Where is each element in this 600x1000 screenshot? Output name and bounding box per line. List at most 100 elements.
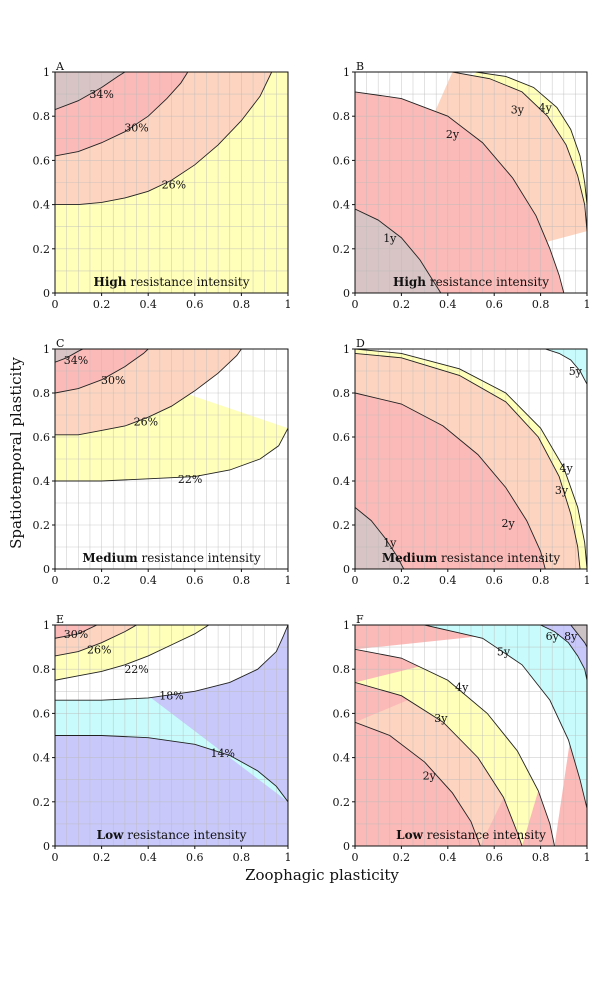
panel-frame xyxy=(54,624,289,847)
contour-label: 4y xyxy=(560,462,574,475)
contour-label: 3y xyxy=(555,484,569,497)
contour-line-30% xyxy=(55,625,98,639)
y-tick-label: 0.2 xyxy=(33,243,51,256)
x-tick-label: 0.6 xyxy=(485,851,503,864)
y-tick-label: 0.4 xyxy=(333,752,351,765)
intensity-level: Low xyxy=(97,828,124,842)
contour-line-26% xyxy=(55,72,273,206)
contour-lines xyxy=(355,349,587,569)
contour-line-34% xyxy=(55,349,84,363)
y-tick-label: 0.8 xyxy=(33,387,51,400)
x-tick-label: 0.8 xyxy=(233,298,251,311)
contour-line-3y xyxy=(452,72,587,232)
contour-lines xyxy=(55,349,288,482)
x-tick-label: 0.6 xyxy=(186,574,204,587)
x-tick-label: 0.2 xyxy=(93,851,111,864)
contour-line-5y xyxy=(545,349,587,385)
intensity-label: Low resistance intensity xyxy=(396,828,546,842)
contour-line-4y xyxy=(475,72,587,205)
x-tick-label: 0 xyxy=(52,574,59,587)
contour-line-2y xyxy=(355,392,546,569)
contour-label: 4y xyxy=(455,681,469,694)
contour-lines xyxy=(55,72,273,206)
contour-line-4y xyxy=(355,349,587,569)
contour-label: 26% xyxy=(162,179,186,192)
contour-line-1y xyxy=(355,507,405,569)
panel-frame xyxy=(354,624,588,847)
y-tick-label: 0.4 xyxy=(33,752,51,765)
y-tick-label: 0.8 xyxy=(333,663,351,676)
x-tick-label: 0.2 xyxy=(393,574,411,587)
y-tick-label: 0.8 xyxy=(333,387,351,400)
intensity-level: High xyxy=(94,275,127,289)
contour-line-22% xyxy=(55,625,210,681)
grid-lines xyxy=(355,72,587,293)
y-tick-label: 1 xyxy=(43,66,50,79)
contour-label: 4y xyxy=(539,101,553,114)
x-tick-label: 0 xyxy=(52,298,59,311)
x-tick-label: 1 xyxy=(584,574,591,587)
contour-label: 2y xyxy=(446,128,460,141)
contour-line-14% xyxy=(55,735,288,803)
y-tick-label: 1 xyxy=(343,619,350,632)
intensity-suffix: resistance intensity xyxy=(437,551,560,565)
y-tick-label: 0.6 xyxy=(33,707,51,720)
x-tick-label: 0.6 xyxy=(485,298,503,311)
y-tick-label: 0.6 xyxy=(333,154,351,167)
contour-label: 5y xyxy=(569,365,583,378)
panel-letter: C xyxy=(56,337,64,350)
contour-lines xyxy=(55,625,288,803)
y-tick-label: 0 xyxy=(43,563,50,576)
x-tick-label: 1 xyxy=(285,298,292,311)
y-tick-label: 0.6 xyxy=(33,431,51,444)
contour-line-4y xyxy=(355,648,555,846)
contour-line-18% xyxy=(55,625,288,701)
intensity-suffix: resistance intensity xyxy=(123,828,246,842)
contour-label: 22% xyxy=(124,663,148,676)
panel-frame xyxy=(54,348,289,570)
contour-label: 3y xyxy=(511,104,525,117)
contour-line-26% xyxy=(55,349,242,436)
intensity-label: High resistance intensity xyxy=(393,275,549,289)
y-tick-label: 0.8 xyxy=(33,663,51,676)
y-tick-label: 0 xyxy=(343,563,350,576)
contour-label: 22% xyxy=(178,473,202,486)
intensity-label: Medium resistance intensity xyxy=(382,551,560,565)
contour-label: 26% xyxy=(134,416,158,429)
contour-line-30% xyxy=(55,72,189,157)
grid-lines xyxy=(55,72,288,293)
intensity-suffix: resistance intensity xyxy=(423,828,546,842)
contour-label: 5y xyxy=(497,646,511,659)
y-tick-label: 0.4 xyxy=(33,199,51,212)
panel-e: 14% 18% 22% 26% 30% 0 0.2 0.4 0.6 0.8 1 0 0.2 0.4 0.6 0… xyxy=(33,613,292,864)
contour-label: 18% xyxy=(159,690,183,703)
contour-line-8y xyxy=(570,625,587,648)
x-tick-label: 1 xyxy=(285,851,292,864)
x-tick-label: 0.6 xyxy=(186,298,204,311)
contour-label: 8y xyxy=(564,630,578,643)
contour-line-2y xyxy=(355,721,481,846)
panel-letter: A xyxy=(55,60,65,73)
x-tick-label: 0.8 xyxy=(233,851,251,864)
y-tick-label: 0.2 xyxy=(333,243,351,256)
y-tick-label: 0.8 xyxy=(33,110,51,123)
x-tick-label: 0.2 xyxy=(93,298,111,311)
grid-lines xyxy=(55,349,288,569)
x-tick-label: 0.4 xyxy=(139,851,157,864)
region-8y xyxy=(570,625,587,648)
panel-letter: F xyxy=(356,613,364,626)
y-tick-label: 1 xyxy=(343,66,350,79)
intensity-suffix: resistance intensity xyxy=(138,551,261,565)
contour-lines xyxy=(355,72,587,293)
panel-frame xyxy=(354,71,588,294)
contour-line-22% xyxy=(55,427,288,482)
contour-label: 3y xyxy=(434,712,448,725)
intensity-suffix: resistance intensity xyxy=(426,275,549,289)
intensity-level: High xyxy=(393,275,426,289)
intensity-label: Medium resistance intensity xyxy=(82,551,260,565)
y-tick-label: 0 xyxy=(43,840,50,853)
x-tick-label: 0.4 xyxy=(139,298,157,311)
contour-line-30% xyxy=(55,349,149,394)
